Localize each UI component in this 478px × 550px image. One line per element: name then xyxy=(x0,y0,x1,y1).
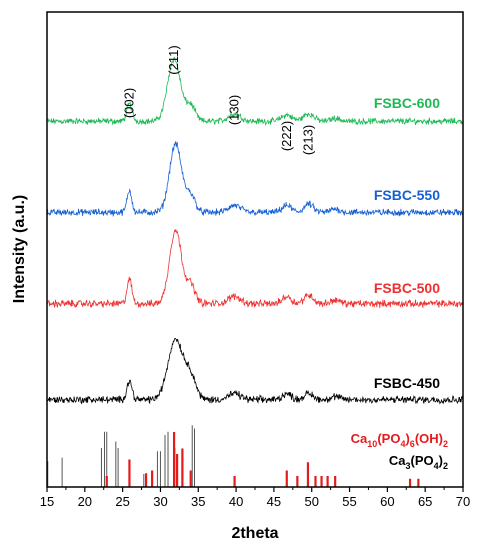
x-tick-label: 55 xyxy=(342,494,356,509)
series-line-fsbc-600 xyxy=(46,56,464,126)
peak-label: (222) xyxy=(279,121,294,151)
x-tick-label: 60 xyxy=(380,494,394,509)
series-label-fsbc-500: FSBC-500 xyxy=(374,280,440,296)
x-tick-label: 20 xyxy=(78,494,92,509)
reference-pattern-layer xyxy=(47,425,420,487)
y-axis-title: Intensity (a.u.) xyxy=(11,195,28,303)
ref-label-hydroxyapatite: Ca10(PO4)6(OH)2 xyxy=(351,431,448,449)
x-tick-label: 50 xyxy=(304,494,318,509)
label-layer: FSBC-600 FSBC-550 FSBC-500 FSBC-450 (002) (21… xyxy=(121,45,448,471)
peak-label: (211) xyxy=(166,45,181,74)
x-tick-label: 45 xyxy=(267,494,281,509)
peak-label: (002) xyxy=(121,88,136,118)
series-layer xyxy=(46,56,464,405)
series-label-fsbc-550: FSBC-550 xyxy=(374,187,440,203)
peak-label: (130) xyxy=(227,95,242,125)
x-tick-label: 15 xyxy=(40,494,54,509)
series-line-fsbc-500 xyxy=(46,229,464,309)
x-axis: 15 20 25 30 35 40 45 50 55 60 65 70 xyxy=(40,487,470,509)
x-axis-title: 2theta xyxy=(231,525,278,542)
series-label-fsbc-600: FSBC-600 xyxy=(374,95,440,111)
x-tick-label: 25 xyxy=(115,494,129,509)
x-tick-label: 30 xyxy=(153,494,167,509)
ref-label-tricalcium-phosphate: Ca3(PO4)2 xyxy=(389,453,448,471)
x-tick-label: 35 xyxy=(191,494,205,509)
series-label-fsbc-450: FSBC-450 xyxy=(374,375,440,391)
x-tick-label: 40 xyxy=(229,494,243,509)
series-line-fsbc-550 xyxy=(46,141,464,218)
x-tick-label: 65 xyxy=(418,494,432,509)
plot-frame xyxy=(46,11,464,488)
series-line-fsbc-450 xyxy=(46,338,464,405)
peak-label: (213) xyxy=(301,125,316,155)
x-tick-label: 70 xyxy=(456,494,470,509)
